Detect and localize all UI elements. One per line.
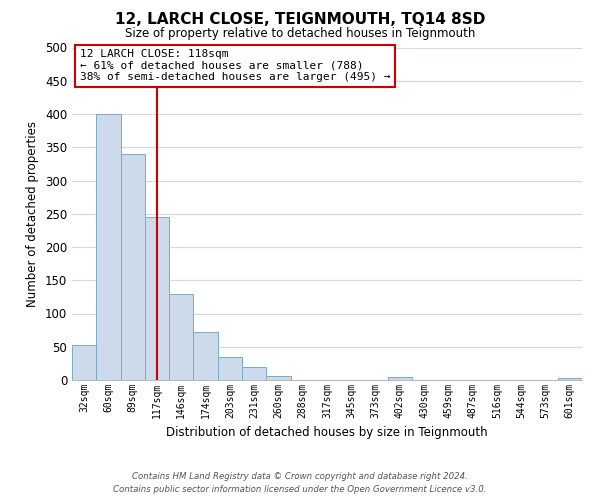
Bar [145,217,169,380]
Text: Contains HM Land Registry data © Crown copyright and database right 2024.
Contai: Contains HM Land Registry data © Crown c… [113,472,487,494]
X-axis label: Distribution of detached houses by size in Teignmouth: Distribution of detached houses by size … [166,426,488,440]
Text: Size of property relative to detached houses in Teignmouth: Size of property relative to detached ho… [125,28,475,40]
Bar [242,366,266,380]
Text: 12, LARCH CLOSE, TEIGNMOUTH, TQ14 8SD: 12, LARCH CLOSE, TEIGNMOUTH, TQ14 8SD [115,12,485,28]
Y-axis label: Number of detached properties: Number of detached properties [26,120,40,306]
Bar [96,114,121,380]
Bar [193,332,218,380]
Bar [169,294,193,380]
Bar [121,154,145,380]
Bar [218,356,242,380]
Bar [388,376,412,380]
Bar [72,345,96,380]
Text: 12 LARCH CLOSE: 118sqm
← 61% of detached houses are smaller (788)
38% of semi-de: 12 LARCH CLOSE: 118sqm ← 61% of detached… [80,49,390,82]
Bar [266,376,290,380]
Bar [558,378,582,380]
